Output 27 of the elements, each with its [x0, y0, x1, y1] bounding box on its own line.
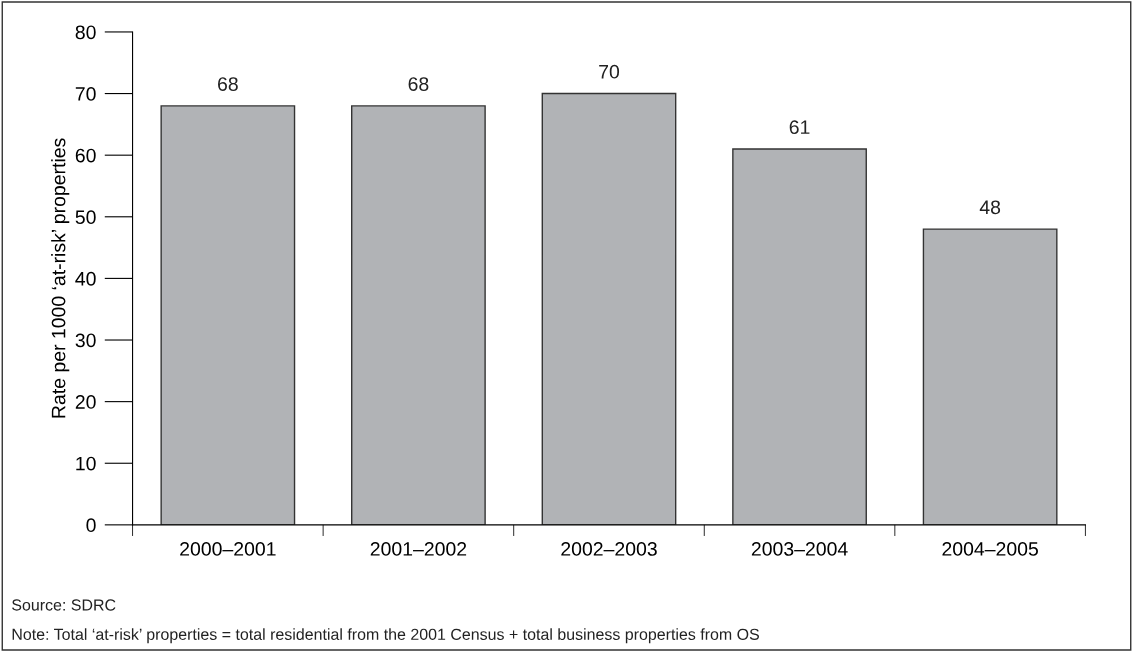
- data-label: 61: [789, 120, 810, 135]
- data-label: 70: [599, 64, 620, 79]
- y-tick-label: 20: [75, 395, 96, 409]
- data-label: 68: [408, 77, 429, 91]
- text: Note: Total ‘at-risk’ properties = total residential from the 2001 Census + total business properties from OS: [12, 628, 759, 644]
- y-tick-label: 80: [75, 25, 96, 40]
- y-tick-label: 50: [75, 210, 96, 225]
- y-tick-label: 0: [86, 518, 96, 533]
- bar: [922, 228, 1058, 525]
- y-tick-label: 40: [75, 271, 96, 286]
- y-tick-label: 30: [75, 333, 96, 348]
- x-tick-label: 2002–2003: [561, 542, 657, 556]
- data-label: 68: [218, 77, 238, 91]
- x-tick-label: 2000–2001: [180, 542, 276, 556]
- source-note: Source: SDRC: [12, 599, 116, 611]
- y-axis-title: Rate per 1000 ‘at-risk’ properties: [51, 138, 70, 418]
- bar: [160, 105, 296, 525]
- bar: [541, 92, 677, 525]
- x-tick-label: 2004–2005: [942, 542, 1038, 556]
- bar: [351, 105, 486, 525]
- x-tick-label: 2001–2002: [370, 542, 467, 556]
- y-tick-label: 70: [75, 87, 96, 101]
- x-tick-label: 2003–2004: [751, 542, 848, 556]
- bar: [732, 148, 867, 525]
- data-label: 48: [979, 200, 1001, 215]
- y-tick-label: 10: [76, 456, 96, 471]
- y-tick-label: 60: [75, 148, 96, 163]
